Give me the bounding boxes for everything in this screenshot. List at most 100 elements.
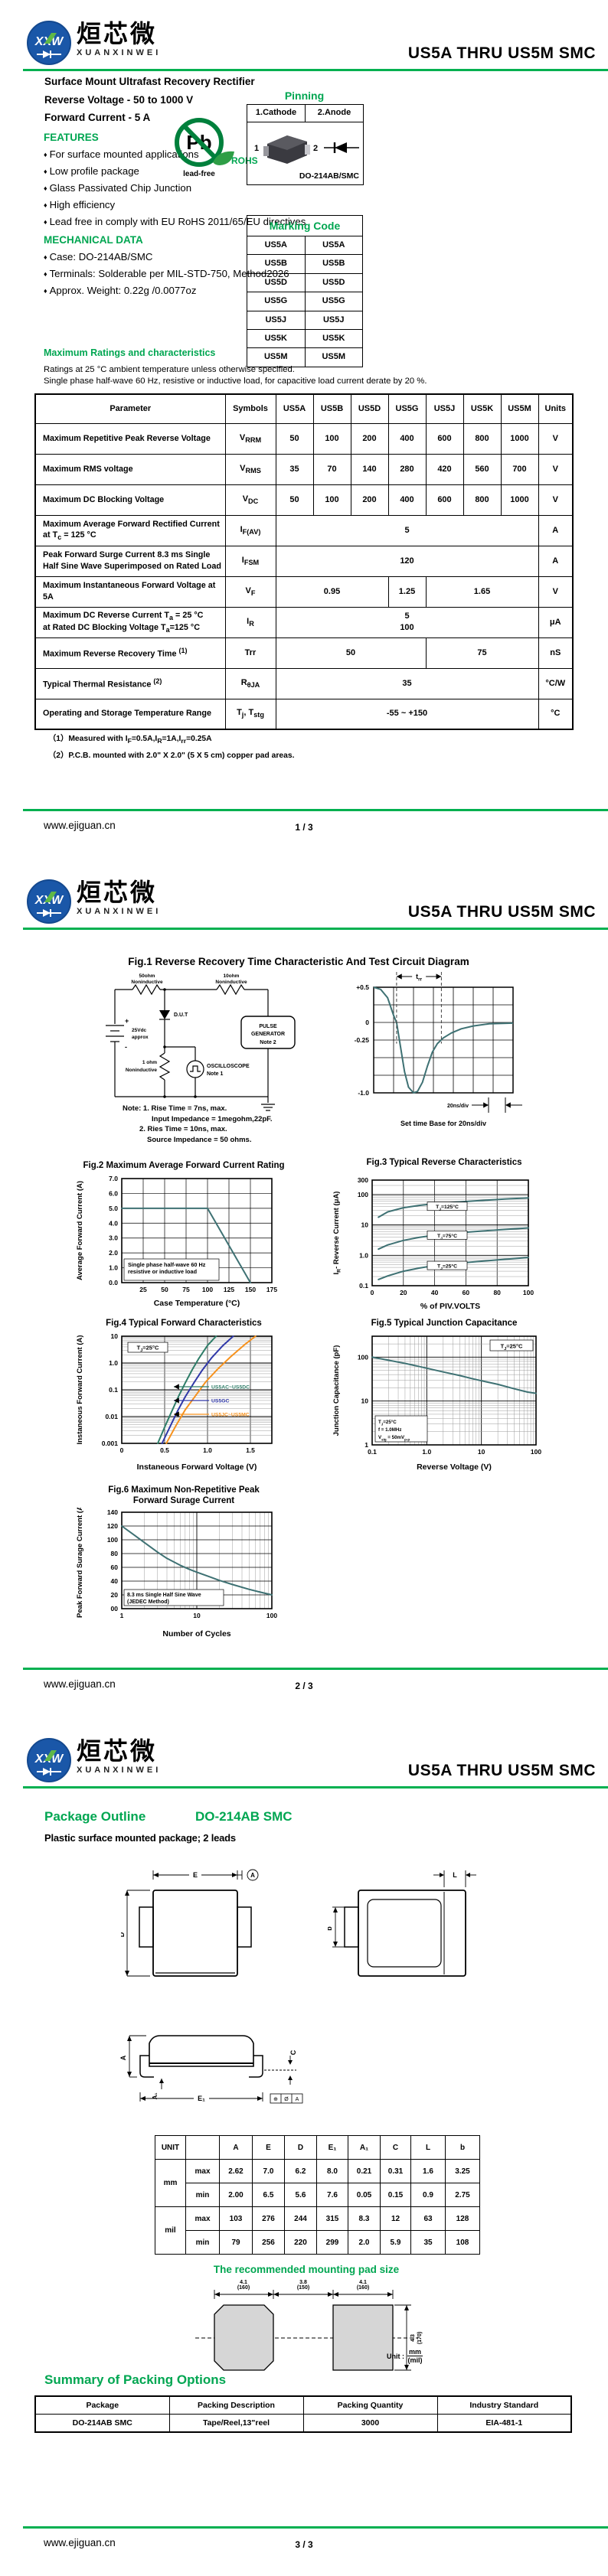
marking-row: US5A US5A (247, 236, 362, 256)
packing-options-table: Package Packing Description Packing Quanti… (34, 2395, 572, 2433)
dim-value: 79 (219, 2230, 253, 2255)
fig1-note-line: Input Impedance = 1megohm,22pF. (152, 1114, 273, 1123)
ratings-symbol: RθJA (224, 667, 276, 699)
chart-text: (JEDEC Method) (127, 1599, 169, 1605)
chart-text: 100 (107, 1536, 118, 1544)
dim-unit: mil (155, 2206, 186, 2255)
chart-text: Average Forward Current (A) (76, 1181, 84, 1280)
dim-value: 256 (252, 2230, 285, 2255)
chart-text: 100 (358, 1191, 368, 1198)
dim-e-label: E (193, 1871, 198, 1879)
fig1-waveform-canvas: +0.5 0 -0.25 -1.0 trr 20ns/div Set time Base f… (355, 972, 522, 1127)
ratings-value: 50 (275, 637, 427, 669)
brand-logo: XXW 烜芯微 XUANXINWEI (26, 1737, 161, 1785)
marking-cell: US5A (247, 236, 306, 255)
chart-text: 0.0 (109, 1279, 118, 1286)
ratings-value: -55 ~ +150 (275, 698, 539, 730)
dim-row: mil max 103 276 244 315 8.3 12 63 128 (155, 2206, 480, 2255)
dim-value: 6.2 (284, 2159, 317, 2183)
ratings-value: 1000 (500, 484, 539, 516)
chart-text: 6.0 (109, 1189, 118, 1197)
chart-text: 2.0 (109, 1249, 118, 1257)
chart-text: 8.3 ms Single Half Sine Wave (127, 1593, 201, 1598)
fig1-note-line: Source Impedance = 50 ohms. (147, 1135, 252, 1144)
packing-header-cell: Packing Description (168, 2395, 304, 2415)
chart-text: Vsig = 50mVp-p (378, 1435, 410, 1442)
chart-text: 1.5 (246, 1446, 255, 1454)
ratings-value: 600 (425, 484, 464, 516)
feature-item: Glass Passivated Chip Junction (44, 182, 306, 194)
ratings-symbol: VF (224, 576, 276, 608)
marking-row: US5J US5J (247, 311, 362, 330)
mechanical-item: Terminals: Solderable per MIL-STD-750, M… (44, 268, 289, 279)
datum-symbol-2: Ø (284, 2097, 289, 2102)
r2-type: Noninductive (215, 980, 247, 985)
chart-text: Single phase half-wave 60 Hz (128, 1261, 206, 1268)
pin2-number: 2 (313, 144, 319, 153)
fig5-title: Fig.5 Typical Junction Capacitance (371, 1319, 518, 1328)
ratings-value: 35 (275, 667, 539, 699)
resistor-10ohm (216, 983, 245, 996)
dim-row: min 79 256 220 299 2.0 5.9 35 108 (155, 2230, 480, 2255)
ratings-header-cell: Units (538, 393, 574, 424)
product-description: Surface Mount Ultrafast Recovery Rectifi… (44, 76, 255, 87)
ratings-note-2: Single phase half-wave 60 Hz, resistive … (44, 376, 427, 386)
website-url: www.ejiguan.cn (44, 1678, 116, 1690)
package-outline-name: DO-214AB SMC (195, 1809, 293, 1824)
r3-value: 1 ohm (142, 1060, 157, 1065)
feature-item: Lead free in comply with EU RoHS 2011/65… (44, 216, 306, 227)
ratings-value: 5 100 (275, 606, 539, 638)
page-number: 2 / 3 (295, 1681, 313, 1691)
chart-text: -1.0 (358, 1089, 369, 1097)
package-outline-heading: Package Outline (44, 1809, 146, 1824)
mounting-pad-drawing: 4.1 (160) 3.8 (150) 4.1 (160) 4.3 (170) (195, 2280, 423, 2371)
datum-symbol-3: A (296, 2097, 299, 2102)
chart-text: 1.0 (422, 1448, 431, 1456)
chart-annotation-box (427, 1231, 468, 1240)
fig1-note-line: Note: 1. Rise Time = 7ns, max. (123, 1104, 227, 1113)
chart-text: Instaneous Forward Voltage (V) (137, 1462, 257, 1472)
packing-options-heading: Summary of Packing Options (44, 2372, 227, 2387)
dim-a-label: A (119, 2055, 127, 2060)
pad-unit-note: Unit : mm (mil) (387, 2348, 423, 2364)
chart-text: 40 (431, 1289, 439, 1296)
fig2-canvas: 25 50 75 100 125 150 175 0.0 1.0 2.0 3.0 4.0 5.0 6.0 7… (76, 1175, 277, 1308)
ratings-value: 35 (275, 453, 314, 485)
ratings-header-cell: US5M (500, 393, 539, 424)
dim-value: 315 (316, 2206, 348, 2231)
chart-text: US5JC~US5MC (211, 1413, 250, 1418)
ratings-symbol: Tj, Tstg (224, 698, 276, 730)
unit-label: Unit : (387, 2352, 404, 2360)
brand-name-en: XUANXINWEI (77, 1766, 162, 1775)
dim-value: 63 (410, 2206, 446, 2231)
marking-cell: US5G (322, 296, 345, 306)
ratings-parameter: Peak Forward Surge Current 8.3 ms Single… (34, 545, 226, 577)
ratings-value: 1.65 (425, 576, 539, 608)
brand-logo: XXW 烜芯微 XUANXINWEI (26, 879, 161, 926)
dim-c-label: C (289, 2049, 297, 2055)
marking-cell: US5D (322, 277, 345, 287)
ratings-row: Maximum DC Reverse Current Ta = 25 °C at … (34, 606, 574, 638)
footer-rule (23, 1668, 608, 1670)
diode-symbol-icon (324, 142, 359, 153)
unit-numerator: mm (407, 2348, 423, 2356)
marking-cell: US5J (322, 315, 345, 324)
chart-text: 1.0 (203, 1446, 212, 1454)
chart-text: Peak Forward Surage Current (A) (76, 1508, 84, 1618)
ratings-parameter: Operating and Storage Temperature Range (34, 698, 226, 730)
chart-text: 1.0 (359, 1251, 368, 1259)
brand-name-en: XUANXINWEI (77, 48, 162, 57)
ratings-symbol: IF(AV) (224, 514, 276, 546)
ratings-value: 120 (275, 545, 539, 577)
dim-col-header: E (252, 2135, 285, 2160)
dim-value: 0.9 (410, 2183, 446, 2207)
chart-text: 7.0 (109, 1175, 118, 1182)
chart-text: 60 (463, 1289, 470, 1296)
marking-row: US5M US5M (247, 348, 362, 367)
ratings-value: 50 (275, 422, 314, 455)
outline-top-view: E A D (121, 1869, 259, 1977)
chart-text: 10 (193, 1612, 201, 1619)
ratings-unit: nS (538, 637, 574, 669)
chart-text: 120 (107, 1522, 118, 1530)
dim-b-label: b (328, 1926, 333, 1931)
